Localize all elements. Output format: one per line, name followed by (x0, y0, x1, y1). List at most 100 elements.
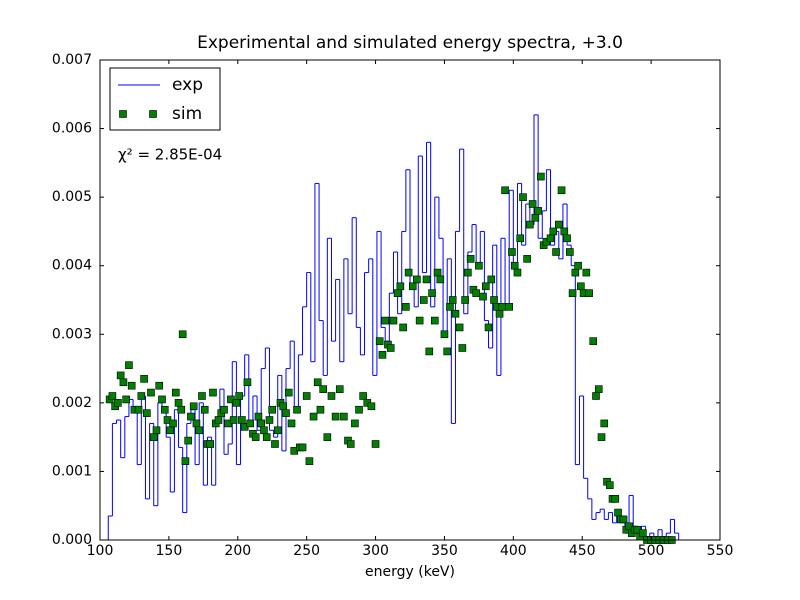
marker (508, 248, 516, 256)
marker (428, 289, 436, 297)
marker (526, 220, 534, 229)
marker (140, 375, 148, 383)
marker (371, 440, 380, 448)
marker (393, 289, 402, 297)
legend-label: exp (172, 75, 203, 95)
marker (351, 419, 359, 428)
marker (187, 412, 195, 421)
marker (479, 292, 487, 301)
marker (340, 412, 348, 421)
marker (451, 309, 460, 318)
marker (166, 426, 175, 435)
marker (402, 303, 410, 311)
marker (592, 392, 600, 400)
marker (254, 412, 263, 421)
marker (260, 426, 268, 435)
marker (309, 412, 318, 421)
marker (639, 529, 647, 537)
marker (513, 268, 522, 277)
x-tick-label: 300 (362, 543, 389, 559)
legend-box (109, 67, 221, 131)
marker (243, 378, 252, 387)
marker (313, 378, 322, 387)
marker (611, 495, 620, 503)
marker (169, 419, 177, 428)
marker (404, 268, 413, 277)
legend-marker (119, 110, 127, 118)
marker (189, 402, 198, 411)
marker (594, 385, 603, 393)
marker (425, 347, 434, 356)
marker (378, 351, 387, 359)
marker (214, 416, 223, 424)
marker (440, 330, 449, 339)
marker (200, 405, 209, 414)
marker (195, 426, 203, 435)
marker (155, 381, 164, 390)
marker (298, 443, 307, 452)
marker (597, 433, 606, 441)
marker (505, 303, 514, 311)
marker (119, 378, 128, 387)
marker (495, 309, 504, 318)
marker (436, 275, 445, 284)
marker (605, 481, 614, 489)
y-tick-label: 0.003 (52, 326, 92, 342)
marker (537, 172, 545, 181)
marker (501, 186, 509, 195)
marker (181, 457, 190, 465)
marker (152, 426, 161, 435)
marker (268, 405, 277, 414)
marker (282, 409, 290, 417)
y-tick-label: 0.005 (52, 189, 92, 205)
marker (262, 433, 271, 441)
marker (419, 296, 428, 304)
marker (560, 227, 569, 236)
marker (323, 433, 332, 441)
marker (177, 405, 186, 414)
marker (359, 392, 367, 400)
marker (600, 419, 609, 428)
marker (319, 385, 328, 393)
y-tick-label: 0.006 (52, 121, 92, 137)
marker (287, 419, 296, 428)
marker (147, 388, 155, 397)
marker (490, 296, 498, 304)
marker (331, 412, 340, 421)
marker (433, 268, 442, 277)
marker (238, 416, 246, 424)
axes-frame (99, 59, 721, 541)
y-tick-label: 0.007 (52, 52, 92, 68)
marker (209, 388, 217, 397)
x-tick-label: 100 (87, 543, 114, 559)
marker (484, 323, 493, 332)
marker (335, 385, 344, 393)
x-tick-label: 550 (707, 543, 734, 559)
marker (284, 388, 293, 397)
marker (475, 261, 483, 270)
marker (293, 405, 301, 414)
marker (563, 234, 571, 243)
y-tick-label: 0.002 (52, 395, 92, 411)
marker (127, 381, 136, 390)
marker (143, 409, 151, 417)
x-tick-label: 250 (293, 543, 320, 559)
marker (577, 282, 585, 291)
marker (375, 337, 384, 345)
x-tick-label: 150 (156, 543, 183, 559)
marker (206, 440, 215, 448)
marker (516, 234, 525, 243)
marker (108, 392, 117, 400)
marker (519, 193, 527, 201)
marker (116, 371, 125, 380)
marker (582, 268, 591, 277)
marker (251, 433, 260, 441)
marker (455, 323, 464, 332)
marker (355, 405, 363, 414)
marker (466, 255, 475, 263)
marker (408, 282, 417, 291)
marker (273, 426, 282, 435)
x-tick-label: 450 (569, 543, 596, 559)
